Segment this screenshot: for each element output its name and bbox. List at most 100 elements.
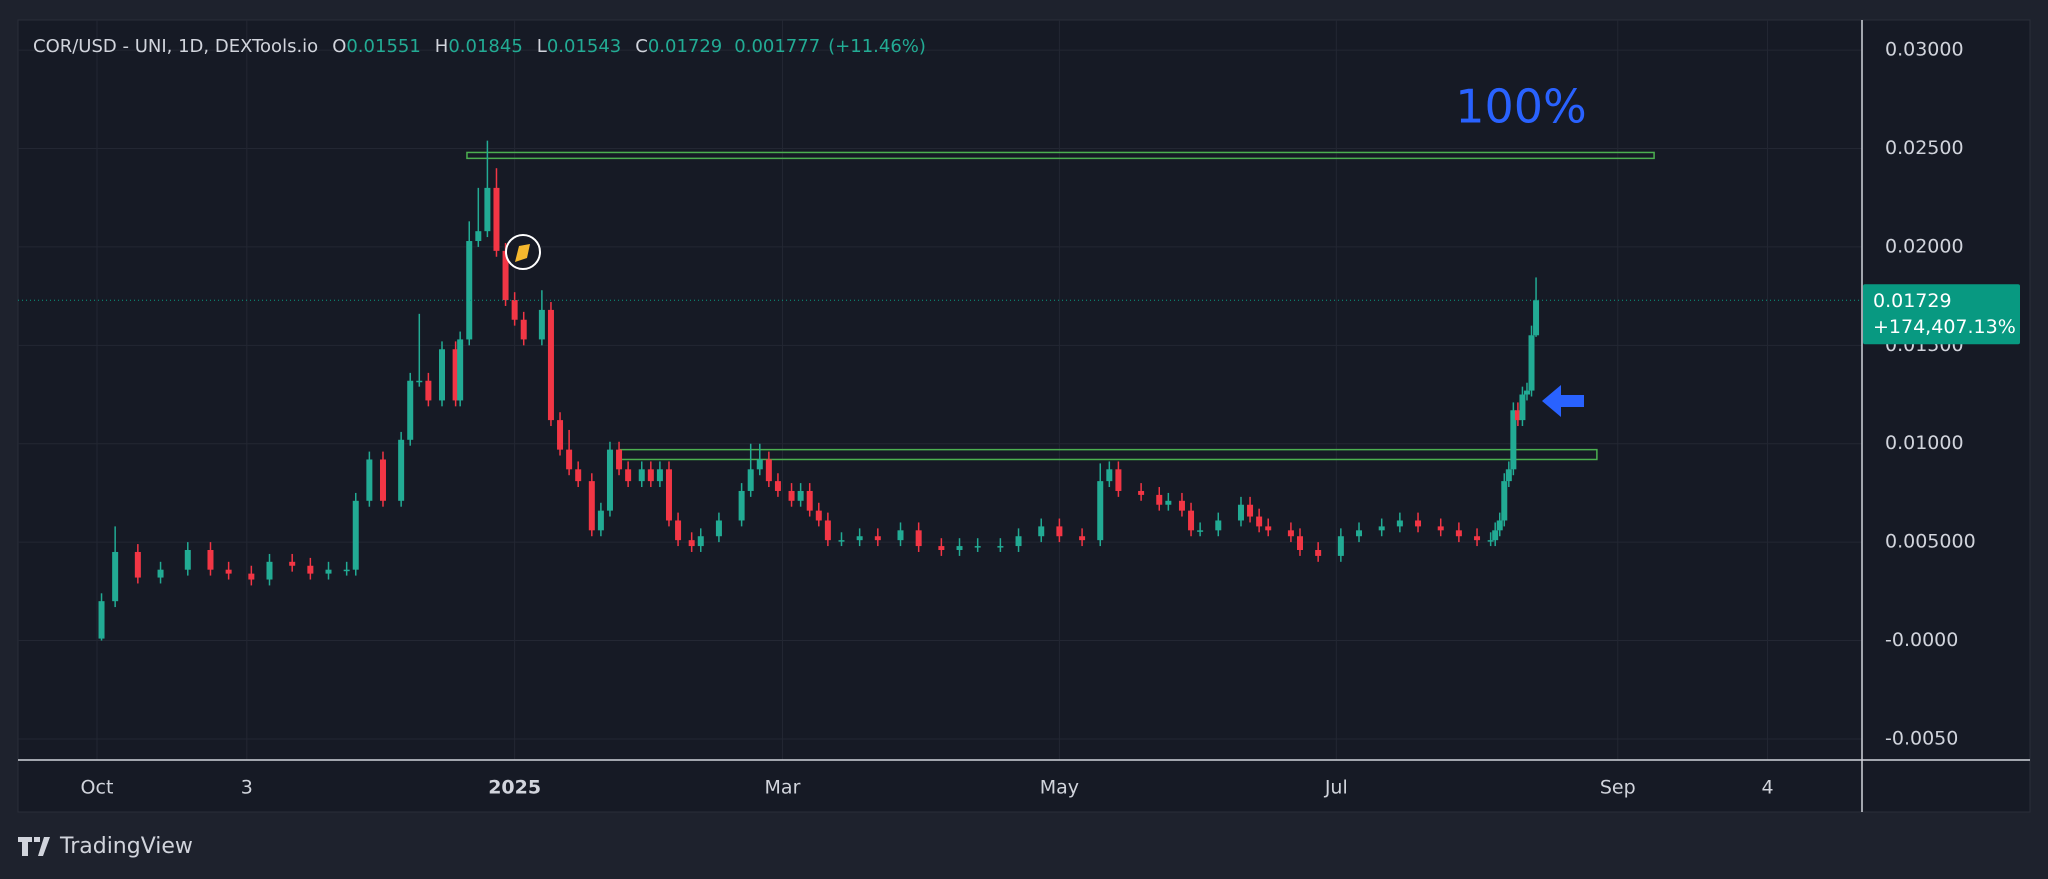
candle-body (656, 469, 663, 482)
candle-body (1474, 536, 1481, 541)
candle-body (697, 536, 704, 547)
last-price-label: 0.01729 (1873, 290, 1952, 312)
x-tick-label: 4 (1762, 777, 1774, 799)
candle-body (1487, 540, 1494, 542)
candle-body (765, 459, 772, 482)
candle-body (493, 187, 500, 251)
candle-body (1256, 516, 1263, 527)
candle-body (184, 550, 191, 570)
candle-body (1188, 510, 1195, 531)
last-price-change: +174,407.13% (1873, 316, 2016, 338)
legend-header: COR/USD - UNI, 1D, DEXTools.io O0.01551 H0… (33, 36, 926, 57)
candle-body (1496, 520, 1503, 531)
annotation: 100% (1455, 80, 1587, 134)
candle-body (1156, 494, 1163, 505)
candle-body (1356, 530, 1363, 537)
candle-body (457, 339, 464, 401)
candle-body (1265, 526, 1272, 531)
candle-body (1396, 520, 1403, 527)
candle-body (756, 459, 763, 470)
x-tick-label: May (1040, 777, 1079, 799)
candle-body (511, 300, 518, 320)
candle-body (1533, 300, 1540, 336)
candle-body (1455, 530, 1462, 537)
candle-body (1237, 504, 1244, 521)
candle-body (98, 601, 105, 639)
candle-body (806, 490, 813, 511)
candle-body (475, 231, 482, 242)
candle-body (1247, 504, 1254, 517)
candle-body (606, 449, 613, 511)
candle-body (715, 520, 722, 537)
candle-body (1501, 481, 1508, 521)
arrow (1542, 385, 1584, 417)
candle-body (838, 540, 845, 542)
event-icon (505, 234, 541, 270)
candle-body (625, 469, 632, 482)
candle-body (597, 510, 604, 531)
candle-body (1528, 335, 1535, 391)
ohlc-value: 0.01543 (547, 36, 621, 57)
ohlc-label: C (635, 36, 648, 57)
candle-body (134, 551, 141, 578)
y-tick-label: -0.0000 (1885, 629, 1958, 651)
candle-body (352, 500, 359, 570)
y-tick-label: 0.03000 (1885, 39, 1964, 61)
ohlc-value: 0.01845 (448, 36, 522, 57)
ohlc-label: L (537, 36, 547, 57)
candle-body (575, 469, 582, 482)
candle-body (856, 536, 863, 541)
candle-body (502, 250, 509, 301)
y-tick-label: 0.005000 (1885, 531, 1976, 553)
candle-body (225, 569, 232, 574)
candle-body (407, 380, 414, 440)
candle-body (1106, 469, 1113, 482)
candle-body (1378, 526, 1385, 531)
candle-body (638, 469, 645, 482)
candle-body (1287, 530, 1294, 537)
candle-body (1510, 410, 1517, 470)
ohlc-change: 0.001777 (734, 36, 820, 57)
candle-body (588, 481, 595, 531)
candle-body (815, 510, 822, 521)
chart-title: COR/USD - UNI, 1D, DEXTools.io (33, 36, 318, 57)
ohlc-label: O (332, 36, 346, 57)
candle-body (1165, 500, 1172, 505)
candle-body (466, 241, 473, 340)
candle-body (1138, 490, 1145, 495)
candle-body (897, 530, 904, 541)
candle-body (915, 530, 922, 547)
candle-body (747, 469, 754, 491)
candle-body (1079, 536, 1086, 541)
candle-body (1015, 536, 1022, 547)
candle-body (1038, 526, 1045, 537)
candle-body (112, 551, 119, 602)
candle-body (974, 546, 981, 548)
candle-body (1337, 536, 1344, 556)
x-tick-label: Sep (1600, 777, 1636, 799)
candle-body (398, 439, 405, 501)
candle-body (1197, 530, 1204, 532)
last-price-box (1863, 284, 2020, 345)
axes: 0.030000.025000.020000.015000.010000.005… (81, 39, 2020, 799)
candle-body (1514, 410, 1521, 421)
candle-body (307, 565, 314, 574)
candle-body (824, 520, 831, 541)
candle-body (1415, 520, 1422, 527)
candle-body (938, 546, 945, 551)
candle-body (266, 561, 273, 580)
candle-body (416, 380, 423, 383)
candle-body (248, 573, 255, 580)
chart-panel (17, 19, 2031, 813)
candle-body (439, 349, 446, 401)
candle-body (325, 569, 332, 574)
candle-body (1056, 526, 1063, 537)
brand-name: TradingView (59, 834, 193, 859)
icon-glyph (515, 244, 530, 262)
x-tick-label: Jul (1324, 777, 1348, 799)
candle-body (774, 481, 781, 491)
candle-body (738, 490, 745, 521)
y-tick-label: 0.02500 (1885, 137, 1964, 159)
candle-body (874, 536, 881, 541)
